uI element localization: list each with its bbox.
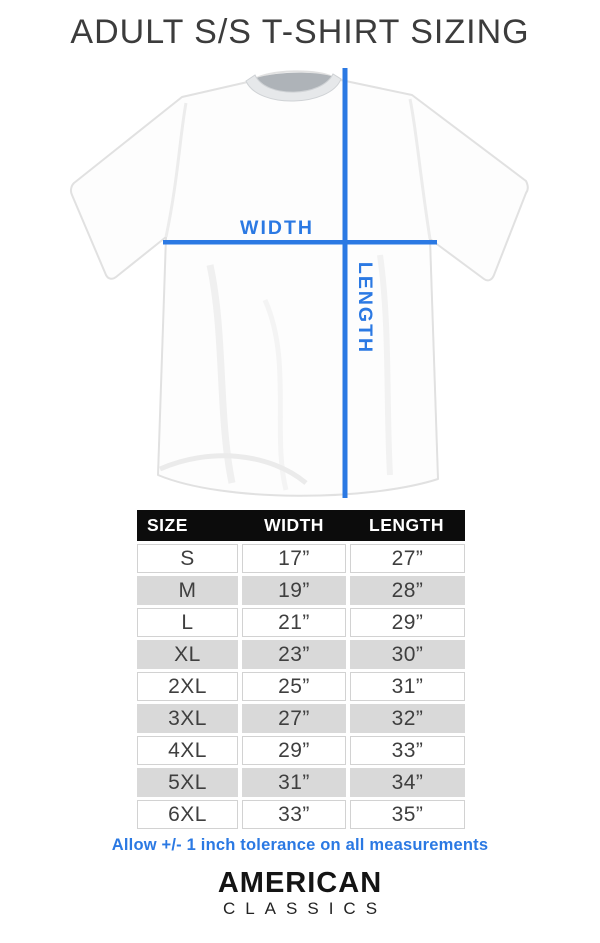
size-cell: M bbox=[137, 576, 238, 605]
brand-name-american: AMERICAN bbox=[217, 867, 383, 899]
size-table-header: SIZE WIDTH LENGTH bbox=[137, 510, 465, 541]
size-cell: 2XL bbox=[137, 672, 238, 701]
hem-fold bbox=[158, 453, 308, 485]
column-header-width: WIDTH bbox=[264, 515, 324, 535]
length-cell: 32” bbox=[350, 704, 465, 733]
size-cell: XL bbox=[137, 640, 238, 669]
size-cell: 3XL bbox=[137, 704, 238, 733]
table-row: 6XL 33” 35” bbox=[137, 800, 465, 829]
table-row: 2XL 25” 31” bbox=[137, 672, 465, 701]
size-cell: L bbox=[137, 608, 238, 637]
table-row: S 17” 27” bbox=[137, 544, 465, 573]
brand-name-classics: CLASSICS bbox=[222, 899, 388, 918]
column-header-length: LENGTH bbox=[369, 515, 444, 535]
collar-rib-band bbox=[245, 73, 342, 102]
column-header-size: SIZE bbox=[147, 515, 188, 535]
size-cell: 4XL bbox=[137, 736, 238, 765]
table-row: XL 23” 30” bbox=[137, 640, 465, 669]
table-row: 4XL 29” 33” bbox=[137, 736, 465, 765]
width-cell: 19” bbox=[242, 576, 346, 605]
table-row: 5XL 31” 34” bbox=[137, 768, 465, 797]
width-cell: 27” bbox=[242, 704, 346, 733]
size-table-body: S 17” 27” M 19” 28” L 21” 29” XL 23” 30”… bbox=[137, 544, 465, 829]
tshirt-illustration: WIDTH LENGTH bbox=[69, 68, 529, 498]
tshirt-body bbox=[69, 70, 529, 497]
length-cell: 30” bbox=[350, 640, 465, 669]
brand-logo: AMERICAN CLASSICS bbox=[0, 867, 600, 918]
length-label: LENGTH bbox=[354, 262, 376, 354]
crease-line bbox=[377, 254, 393, 476]
width-cell: 21” bbox=[242, 608, 346, 637]
width-cell: 17” bbox=[242, 544, 346, 573]
length-measure-line bbox=[342, 68, 348, 498]
length-cell: 31” bbox=[350, 672, 465, 701]
width-cell: 25” bbox=[242, 672, 346, 701]
length-cell: 33” bbox=[350, 736, 465, 765]
size-table: SIZE WIDTH LENGTH S 17” 27” M 19” 28” L … bbox=[137, 510, 465, 829]
width-measure-line bbox=[163, 240, 437, 245]
shirt-measurement-diagram: WIDTH LENGTH bbox=[60, 55, 540, 505]
size-cell: S bbox=[137, 544, 238, 573]
length-cell: 34” bbox=[350, 768, 465, 797]
width-label: WIDTH bbox=[240, 217, 314, 239]
width-cell: 31” bbox=[242, 768, 346, 797]
width-cell: 23” bbox=[242, 640, 346, 669]
table-row: 3XL 27” 32” bbox=[137, 704, 465, 733]
table-row: L 21” 29” bbox=[137, 608, 465, 637]
width-cell: 29” bbox=[242, 736, 346, 765]
sleeve-seam-right bbox=[408, 98, 432, 240]
length-cell: 29” bbox=[350, 608, 465, 637]
length-cell: 35” bbox=[350, 800, 465, 829]
size-cell: 5XL bbox=[137, 768, 238, 797]
size-cell: 6XL bbox=[137, 800, 238, 829]
page-title: ADULT S/S T-SHIRT SIZING bbox=[70, 13, 530, 51]
sleeve-seam-left bbox=[164, 102, 188, 238]
tolerance-note: Allow +/- 1 inch tolerance on all measur… bbox=[111, 836, 489, 854]
table-row: M 19” 28” bbox=[137, 576, 465, 605]
width-cell: 33” bbox=[242, 800, 346, 829]
length-cell: 28” bbox=[350, 576, 465, 605]
length-cell: 27” bbox=[350, 544, 465, 573]
